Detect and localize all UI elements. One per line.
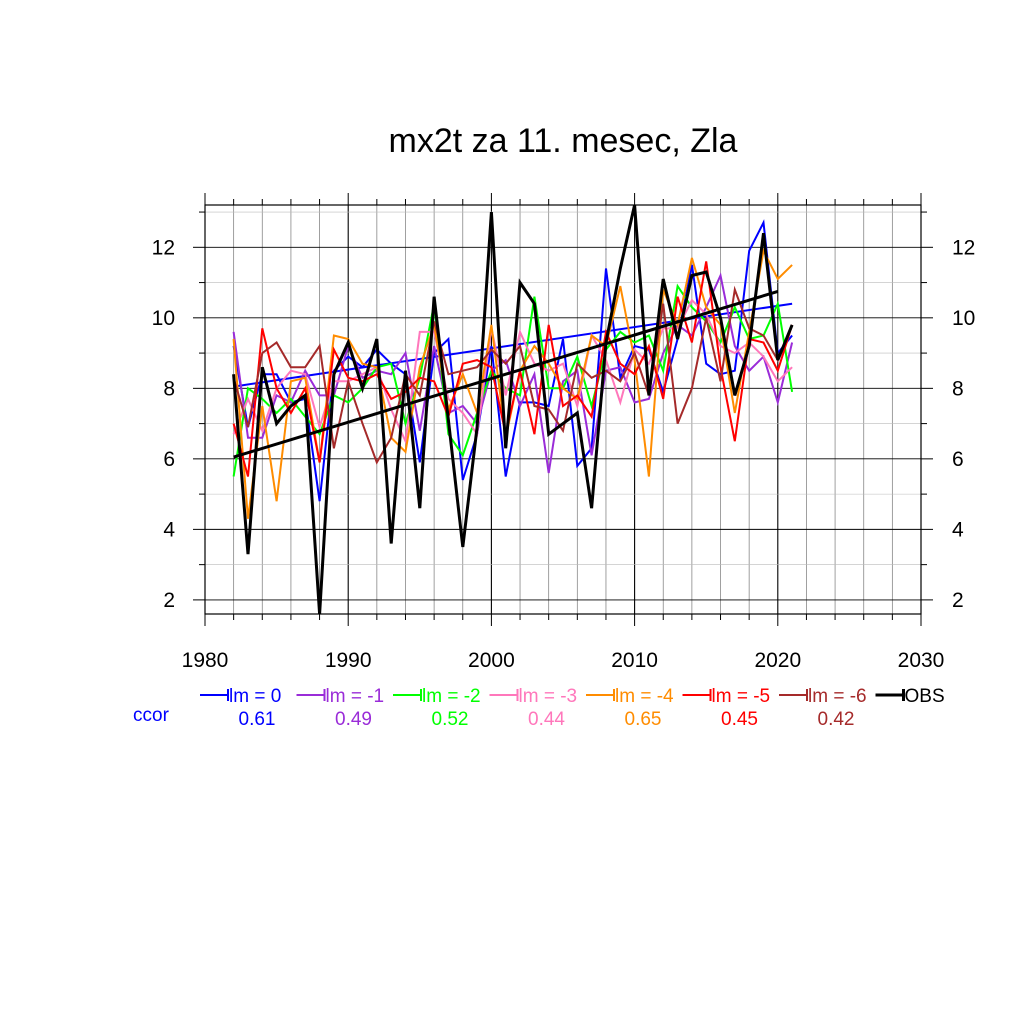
x-tick-label: 2030 (898, 649, 945, 672)
ccor-value: 0.65 (625, 709, 662, 730)
series-layer (232, 204, 794, 615)
x-tick-label: 1980 (182, 649, 229, 672)
y-tick-label-left: 4 (163, 518, 175, 541)
x-tick-label: 2010 (611, 649, 658, 672)
legend-label: lm = -6 (808, 686, 867, 707)
y-tick-label-right: 8 (952, 377, 964, 400)
ccor-label: ccor (133, 705, 170, 726)
x-tick-label: 2000 (468, 649, 515, 672)
y-tick-label-right: 10 (952, 307, 975, 330)
legend-label: lm = -3 (519, 686, 578, 707)
series-line-obs (232, 204, 794, 615)
ccor-value: 0.52 (432, 709, 469, 730)
legend-label: lm = -2 (422, 686, 481, 707)
legend-label: lm = -1 (326, 686, 385, 707)
grid-layer (205, 205, 921, 614)
y-tick-label-left: 2 (163, 589, 175, 612)
y-tick-label-left: 6 (163, 448, 175, 471)
series-line-lm5 (232, 261, 794, 477)
y-tick-label-right: 12 (952, 236, 975, 259)
trend-line-obs (233, 289, 779, 459)
plot-frame (204, 204, 922, 615)
legend-label: lm = 0 (229, 686, 281, 707)
ccor-value: 0.61 (239, 709, 276, 730)
x-tick-label: 1990 (325, 649, 372, 672)
tick-layer: 1980 1990 2000 2010 2020 2030 2 2 4 4 6 6 8 8 10 10 12 12 (152, 193, 975, 672)
ccor-value: 0.45 (721, 709, 758, 730)
legend-label: lm = -5 (712, 686, 771, 707)
chart-title: mx2t za 11. mesec, Zla (388, 122, 738, 160)
legend-label: OBS (905, 686, 945, 707)
y-tick-label-left: 8 (163, 377, 175, 400)
y-tick-label-left: 10 (152, 307, 175, 330)
ccor-value: 0.49 (335, 709, 372, 730)
y-tick-label-left: 12 (152, 236, 175, 259)
y-tick-label-right: 2 (952, 589, 964, 612)
trend-line-lm0 (233, 302, 793, 388)
y-tick-label-right: 4 (952, 518, 964, 541)
legend-label: lm = -4 (615, 686, 674, 707)
y-tick-label-right: 6 (952, 448, 964, 471)
x-tick-label: 2020 (754, 649, 801, 672)
ccor-value: 0.42 (818, 709, 855, 730)
ccor-value: 0.44 (528, 709, 565, 730)
